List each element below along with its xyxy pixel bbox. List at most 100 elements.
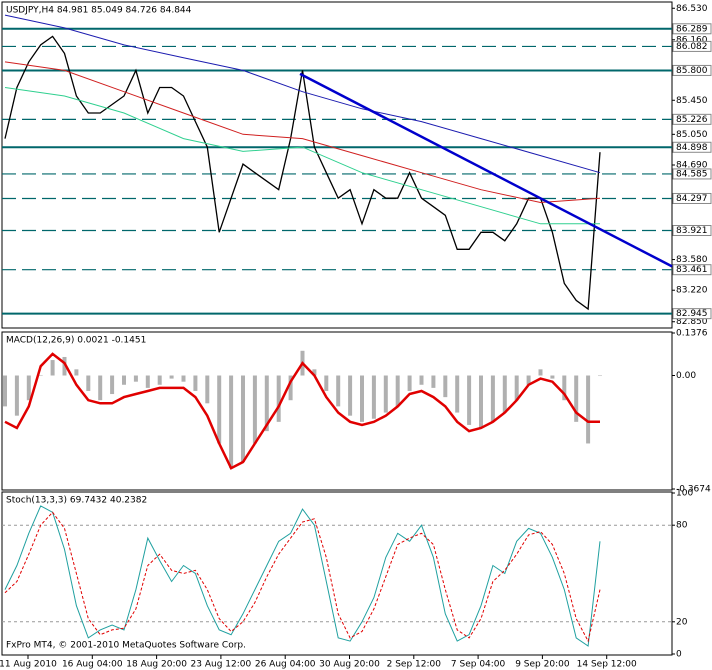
y-tick-label: 0 — [676, 650, 682, 660]
y-tick-label: 80 — [676, 521, 688, 531]
stoch-panel — [1, 491, 673, 656]
x-tick-label: 2 Sep 12:00 — [387, 660, 442, 670]
level-label: 86.082 — [676, 42, 708, 52]
macd-bar — [371, 375, 376, 419]
y-tick-label: 0.00 — [676, 371, 696, 381]
macd-bar — [467, 375, 472, 425]
level-label-box — [672, 308, 712, 320]
x-tick-label: 30 Aug 20:00 — [319, 660, 380, 670]
price-line — [4, 14, 601, 174]
y-tick-label: 82.850 — [676, 317, 708, 327]
y-tick-label: 83.220 — [676, 286, 708, 296]
level-label-box — [672, 141, 712, 153]
price-line — [4, 61, 601, 204]
macd-bar — [598, 375, 602, 377]
signal-line — [4, 352, 600, 470]
macd-bar — [407, 375, 412, 391]
macd-bar — [383, 375, 388, 413]
y-tick-label: 86.530 — [676, 4, 708, 14]
macd-bar — [264, 375, 269, 432]
level-label: 84.898 — [676, 143, 708, 153]
level-label-box — [672, 113, 712, 125]
y-tick-label: 20 — [676, 617, 688, 627]
macd-bar — [98, 375, 103, 401]
level-label: 83.921 — [676, 226, 708, 236]
level-label-box — [672, 192, 712, 204]
macd-bar — [50, 360, 55, 376]
stoch-title: Stoch(13,3,3) 69.7432 40.2382 — [6, 496, 147, 506]
macd-bar — [133, 375, 138, 382]
y-tick-label: 0.1376 — [676, 329, 708, 339]
level-label: 82.945 — [676, 309, 708, 319]
macd-bar — [276, 375, 281, 422]
macd-bar — [562, 375, 567, 401]
stoch-line — [4, 511, 601, 643]
macd-bar — [205, 375, 210, 404]
macd-bar — [14, 375, 19, 416]
macd-bar — [490, 375, 495, 422]
macd-bar — [86, 375, 91, 391]
macd-bar — [110, 375, 115, 395]
y-tick-label: 100 — [676, 489, 693, 499]
x-tick-label: 9 Sep 20:00 — [515, 660, 570, 670]
macd-bar — [360, 375, 364, 422]
x-tick-label: 26 Aug 04:00 — [255, 660, 316, 670]
macd-bar — [288, 375, 293, 401]
level-label-box — [672, 225, 712, 237]
macd-bar — [514, 375, 519, 401]
level-label: 85.800 — [676, 66, 708, 76]
macd-bar — [455, 375, 460, 413]
y-tick-label: 84.690 — [676, 161, 708, 171]
macd-bar — [324, 375, 329, 391]
macd-bar — [443, 375, 448, 398]
macd-bar — [586, 375, 591, 444]
y-tick-label: 83.580 — [676, 255, 708, 265]
level-label: 86.289 — [676, 24, 708, 34]
macd-bar — [193, 375, 198, 391]
macd-bar — [479, 375, 483, 429]
macd-bar — [395, 375, 400, 407]
macd-bar — [181, 375, 186, 382]
macd-bar — [336, 375, 341, 407]
macd-bar — [169, 375, 174, 379]
level-label: 85.226 — [676, 115, 708, 125]
y-tick-label: 86.160 — [676, 35, 708, 45]
macd-bar — [3, 375, 7, 407]
macd-bar — [217, 375, 222, 444]
macd-bar — [26, 375, 31, 401]
macd-panel — [1, 331, 673, 491]
macd-bar — [419, 375, 424, 385]
macd-bar — [312, 369, 317, 376]
price-line — [4, 87, 600, 225]
x-tick-label: 7 Sep 04:00 — [451, 660, 506, 670]
y-tick-label: -0.3674 — [676, 485, 711, 495]
level-label-box — [672, 40, 712, 52]
price-title: USDJPY,H4 84.981 85.049 84.726 84.844 — [6, 6, 192, 16]
macd-bar — [62, 356, 67, 376]
y-tick-label: 85.050 — [676, 130, 708, 140]
macd-bar — [145, 375, 150, 388]
macd-bar — [502, 375, 507, 413]
level-label-box — [672, 168, 712, 180]
macd-bar — [157, 375, 162, 385]
macd-bar — [229, 375, 234, 469]
x-tick-label: 23 Aug 12:00 — [191, 660, 252, 670]
macd-bar — [122, 375, 126, 385]
x-tick-label: 16 Aug 04:00 — [62, 660, 123, 670]
macd-bar — [526, 375, 531, 385]
macd-bar — [431, 375, 436, 388]
level-label-box — [672, 64, 712, 76]
macd-bar — [252, 375, 257, 444]
trendline — [299, 72, 673, 268]
macd-bar — [538, 369, 543, 376]
macd-bar — [241, 375, 245, 463]
stoch-line — [4, 505, 601, 647]
footer: FxPro MT4, © 2001-2010 MetaQuotes Softwa… — [6, 641, 246, 651]
y-tick-label: 85.450 — [676, 96, 708, 106]
macd-bar — [74, 369, 79, 376]
macd-bar — [550, 375, 555, 379]
macd-bar — [348, 375, 353, 416]
level-label-box — [672, 264, 712, 276]
level-label: 84.297 — [676, 194, 708, 204]
